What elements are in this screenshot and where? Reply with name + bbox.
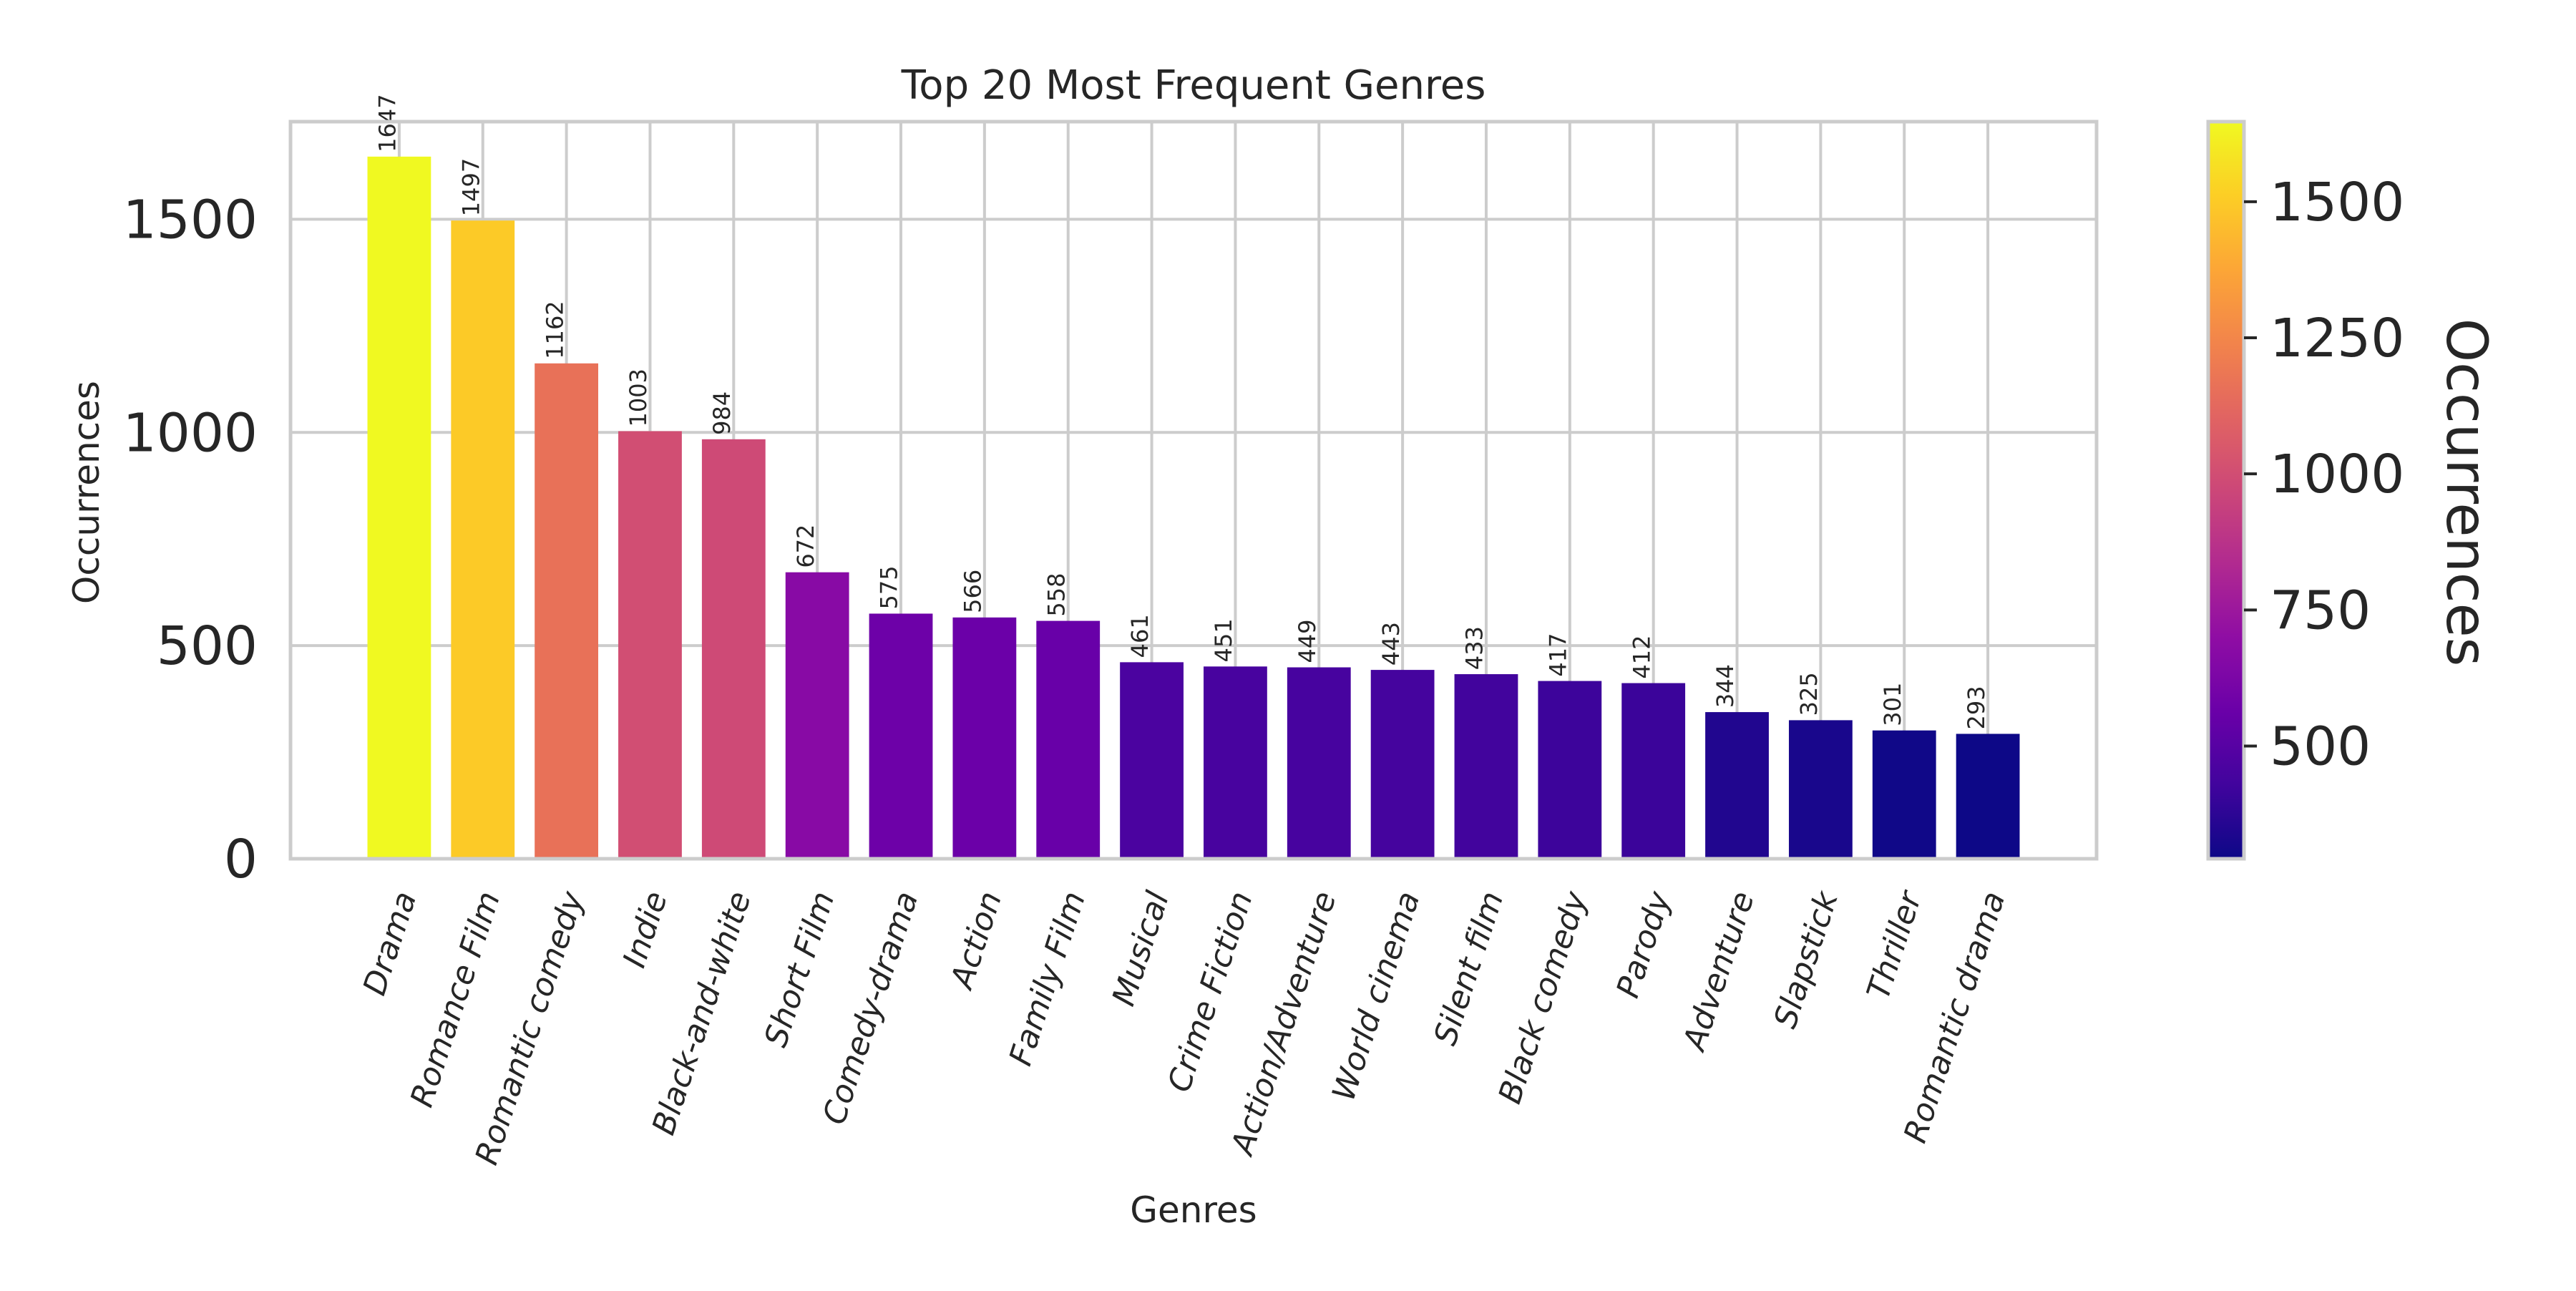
y-tick-label: 1500 [123, 189, 258, 250]
bar [1287, 667, 1351, 859]
y-tick-label: 500 [157, 615, 258, 677]
bar-value-label: 566 [960, 570, 987, 613]
colorbar-tick-label: 1500 [2270, 172, 2404, 233]
bar-value-label: 575 [876, 565, 903, 609]
chart-title: Top 20 Most Frequent Genres [901, 62, 1486, 109]
colorbar-tick-label: 1000 [2270, 444, 2404, 505]
bar-value-label: 449 [1294, 619, 1321, 663]
bar [1120, 662, 1184, 859]
colorbar-tick-label: 1250 [2270, 308, 2404, 369]
colorbar-label: Occurrences [2434, 318, 2498, 667]
bars [367, 156, 2020, 859]
bar-value-label: 984 [708, 391, 736, 435]
bar-value-label: 443 [1377, 622, 1405, 666]
y-axis-label: Occurrences [66, 381, 107, 604]
bar [535, 363, 599, 859]
bar [785, 572, 849, 859]
bar [618, 431, 682, 859]
bar [1538, 681, 1602, 859]
bar-value-label: 344 [1712, 664, 1739, 708]
bar [952, 617, 1017, 859]
bar-value-label: 325 [1795, 672, 1823, 716]
bar [1872, 730, 1936, 859]
x-axis-label: Genres [1130, 1189, 1257, 1231]
bar [701, 439, 766, 859]
colorbar: 500 750 1000 1250 1500 [2206, 120, 2404, 861]
bar-value-label: 558 [1043, 573, 1070, 617]
bar-value-label: 412 [1628, 635, 1655, 678]
bar [367, 156, 431, 859]
bar-value-label: 1003 [625, 369, 652, 427]
colorbar-tick-label: 750 [2270, 580, 2371, 641]
bar-value-label: 301 [1879, 683, 1906, 726]
bar [1621, 683, 1686, 859]
bar-value-label: 451 [1210, 618, 1237, 662]
bar-value-label: 293 [1963, 686, 1990, 729]
colorbar-tick-label: 500 [2270, 716, 2371, 778]
bar [1454, 674, 1518, 859]
bar-value-label: 433 [1461, 626, 1488, 670]
bar [1370, 670, 1435, 859]
bar-value-label: 461 [1126, 614, 1153, 658]
bar-value-label: 417 [1545, 633, 1572, 677]
y-tick-label: 1000 [123, 402, 258, 464]
bar [1036, 620, 1101, 859]
bar [869, 613, 933, 859]
bar [1705, 712, 1769, 859]
bar [451, 220, 515, 859]
plot-frame [288, 120, 2099, 861]
bar-value-label: 672 [792, 525, 819, 568]
colorbar-scale [2206, 120, 2246, 861]
bar [1204, 666, 1267, 859]
bar [1956, 734, 2020, 859]
bar-value-label: 1162 [541, 301, 568, 359]
y-tick-label: 0 [224, 829, 258, 890]
bar-value-label: 1497 [457, 158, 484, 216]
bar [1788, 720, 1853, 859]
